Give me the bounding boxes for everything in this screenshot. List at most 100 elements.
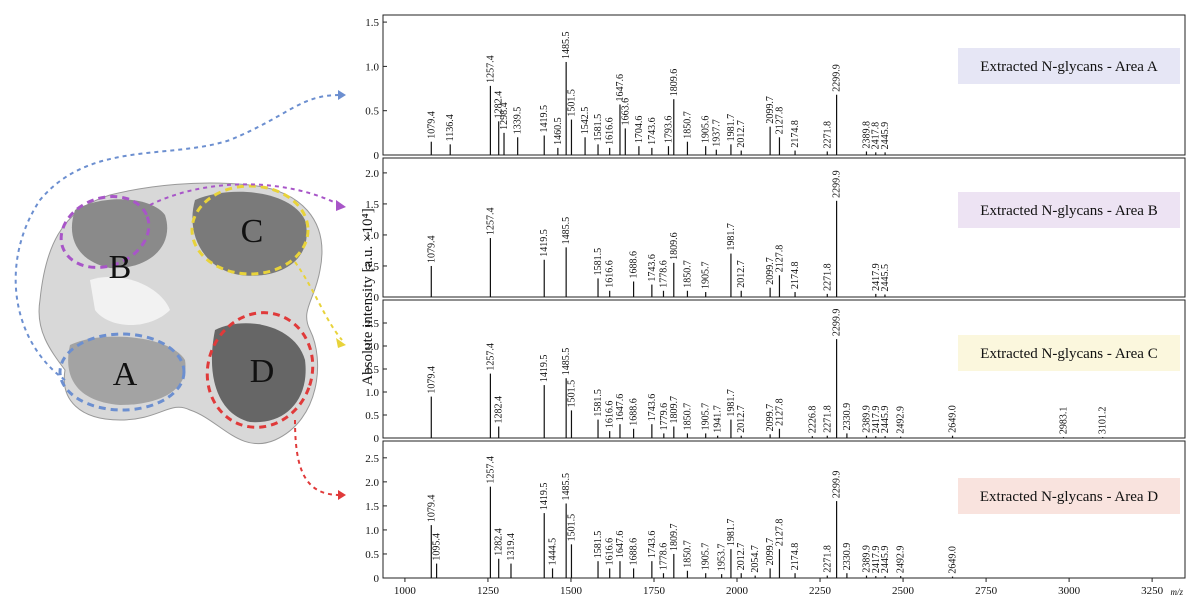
x-tick-label: 3250: [1141, 585, 1164, 597]
peak-label: 1663.6: [620, 98, 631, 126]
x-tick-label: 1000: [394, 585, 417, 597]
peak-label: 2299.9: [832, 309, 843, 337]
peak-label: 2271.8: [822, 405, 833, 433]
peak-label: 1905.6: [701, 116, 712, 144]
peak-label: 2127.8: [774, 245, 785, 273]
x-tick-label: 1500: [560, 585, 583, 597]
region-label: A: [113, 356, 138, 393]
peak-label: 2445.5: [880, 264, 891, 292]
y-tick-label: 1.5: [365, 199, 379, 211]
peak-label: 2330.9: [842, 543, 853, 571]
peak-label: 1485.5: [561, 348, 572, 376]
peak-label: 1136.4: [445, 114, 456, 141]
peak-label: 2299.9: [832, 471, 843, 499]
peak-label: 2127.8: [774, 398, 785, 426]
tissue-image: [39, 183, 322, 444]
y-tick-label: 2.0: [365, 341, 379, 353]
x-tick-label: 1250: [477, 585, 500, 597]
peak-label: 1501.5: [566, 89, 577, 117]
peak-label: 1688.6: [629, 538, 640, 566]
peak-label: 2445.9: [880, 406, 891, 434]
peak-label: 1647.6: [615, 394, 626, 422]
peak-label: 1743.6: [647, 531, 658, 559]
peak-label: 1743.6: [647, 117, 658, 145]
peak-label: 1809.7: [669, 523, 680, 551]
peak-label: 1941.7: [713, 405, 724, 433]
peak-label: 2492.9: [896, 546, 907, 574]
y-tick-label: 0.5: [365, 261, 379, 273]
peak-label: 2271.8: [822, 263, 833, 291]
peak-label: 1688.6: [629, 251, 640, 279]
peak-label: 2012.7: [736, 405, 747, 433]
peak-label: 1282.4: [494, 396, 505, 424]
peak-label: 1257.4: [485, 343, 496, 371]
x-tick-label: 2250: [809, 585, 832, 597]
x-tick-label: 2500: [892, 585, 915, 597]
peak-label: 1809.6: [669, 69, 680, 97]
arrow-heads: [336, 90, 346, 500]
peak-label: 2127.8: [774, 107, 785, 135]
panel-title: Extracted N-glycans - Area A: [980, 59, 1158, 75]
peak-label: 1647.6: [615, 74, 626, 102]
peak-label: 1485.5: [561, 31, 572, 59]
peak-label: 1485.5: [561, 217, 572, 245]
peak-label: 1647.6: [615, 531, 626, 559]
peak-label: 2174.8: [790, 543, 801, 571]
peak-label: 1809.6: [669, 232, 680, 260]
peak-label: 1419.5: [539, 355, 550, 383]
x-tick-label: 2000: [726, 585, 749, 597]
peak-label: 1444.5: [548, 538, 559, 566]
y-tick-label: 1.0: [365, 61, 379, 73]
peak-label: 1581.5: [593, 248, 604, 276]
peak-label: 1581.5: [593, 389, 604, 417]
peak-label: 2012.7: [736, 260, 747, 288]
peak-label: 1953.7: [717, 544, 728, 572]
peak-label: 1319.4: [506, 533, 517, 561]
peak-label: 2054.7: [750, 545, 761, 573]
peak-label: 2174.8: [790, 262, 801, 290]
peak-label: 1079.4: [426, 495, 437, 523]
peak-label: 1905.7: [701, 543, 712, 571]
peak-label: 2492.9: [896, 406, 907, 434]
y-tick-label: 1.5: [365, 17, 379, 29]
y-tick-label: 1.0: [365, 387, 379, 399]
arrow-head: [338, 490, 346, 500]
x-tick-label: 3000: [1058, 585, 1081, 597]
peak-label: 1419.5: [539, 229, 550, 257]
y-tick-label: 0.5: [365, 410, 379, 422]
peak-label: 2174.8: [790, 120, 801, 148]
peak-label: 1079.4: [426, 111, 437, 139]
peak-label: 1581.5: [593, 114, 604, 142]
arrow-d: [295, 420, 340, 495]
peak-label: 1850.7: [682, 403, 693, 431]
peak-label: 1501.5: [566, 380, 577, 408]
y-tick-label: 2.0: [365, 477, 379, 489]
peak-label: 1460.5: [553, 117, 564, 145]
arrow-head: [338, 90, 346, 100]
y-tick-label: 0.5: [365, 549, 379, 561]
panel-title: Extracted N-glycans - Area C: [980, 346, 1157, 362]
y-tick-label: 0: [374, 150, 380, 162]
peak-label: 1257.4: [485, 456, 496, 484]
peak-label: 2271.8: [822, 121, 833, 149]
y-tick-label: 1.0: [365, 525, 379, 537]
peak-label: 2127.8: [774, 519, 785, 547]
y-tick-label: 1.0: [365, 230, 379, 242]
peak-label: 2299.9: [832, 170, 843, 198]
region-label: B: [109, 249, 132, 286]
peak-label: 2226.8: [807, 406, 818, 434]
peak-label: 1905.7: [701, 403, 712, 431]
peak-label: 1257.4: [485, 208, 496, 236]
peak-label: 1850.7: [682, 111, 693, 139]
panel-title: Extracted N-glycans - Area B: [980, 203, 1157, 219]
peak-label: 2649.0: [948, 405, 959, 433]
peak-label: 1981.7: [726, 223, 737, 251]
peak-label: 1419.5: [539, 483, 550, 511]
y-tick-label: 0: [374, 292, 380, 304]
peak-label: 1743.6: [647, 254, 658, 282]
peak-label: 1419.5: [539, 105, 550, 133]
x-tick-label: 2750: [975, 585, 998, 597]
peak-label: 1937.7: [711, 119, 722, 147]
peak-label: 1485.5: [561, 473, 572, 501]
panel-title: Extracted N-glycans - Area D: [980, 489, 1158, 505]
